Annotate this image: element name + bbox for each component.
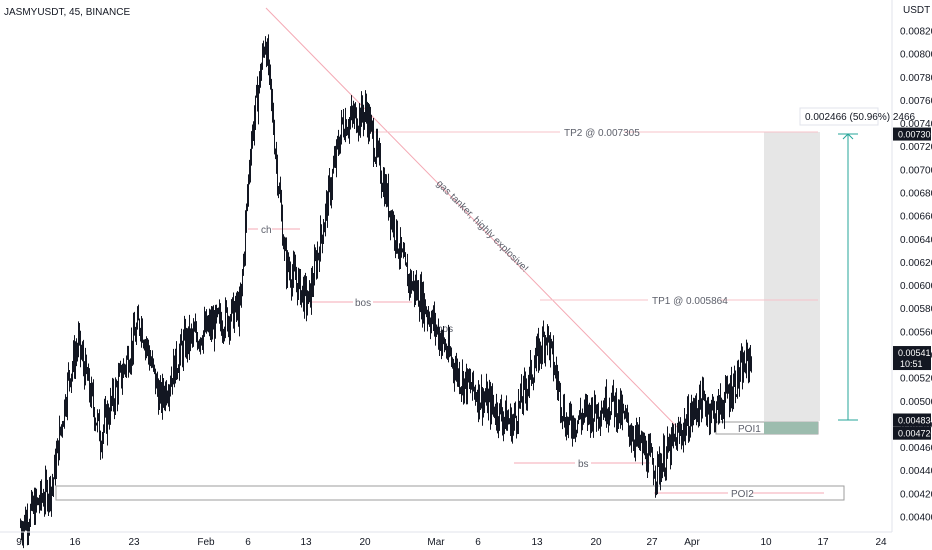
y-tick-label: 0.008200 (900, 27, 932, 38)
x-tick-label: Mar (427, 537, 445, 548)
y-tick-label: 0.007600 (900, 96, 932, 107)
candlestick-series[interactable] (20, 34, 752, 549)
price-badge-label: 0.004834 (898, 415, 932, 425)
y-tick-label: 0.006400 (900, 235, 932, 246)
poi1-stop-zone (764, 422, 818, 434)
y-tick-label: 0.005600 (900, 327, 932, 338)
x-tick-label: 6 (475, 537, 481, 548)
x-tick-label: 20 (590, 537, 602, 548)
y-tick-label: 0.007000 (900, 165, 932, 176)
y-axis: 0.0040000.0042000.0044000.0046000.004800… (891, 0, 932, 532)
bos-label: bos (355, 298, 371, 309)
descending-trendline[interactable] (265, 7, 683, 433)
x-tick-label: 17 (817, 537, 829, 548)
y-tick-label: 0.004600 (900, 443, 932, 454)
price-badge (893, 426, 931, 440)
plot-area[interactable] (0, 0, 892, 532)
x-tick-label: 13 (300, 537, 312, 548)
target-zone (764, 132, 820, 421)
bos-label-bg (353, 296, 373, 309)
y-tick-label: 0.004400 (900, 466, 932, 477)
poi2-label: POI2 (731, 489, 754, 500)
x-tick-label: 24 (875, 537, 887, 548)
y-tick-label: 0.006000 (900, 281, 932, 292)
bs-label: bs (578, 459, 589, 470)
x-axis: 9 16 23 Feb 6 13 20 Mar 6 13 20 27 Apr 10 17 24 (0, 531, 892, 548)
x-tick-label: 13 (531, 537, 543, 548)
x-tick-label: Feb (197, 537, 215, 548)
y-tick-label: 0.005200 (900, 374, 932, 385)
bos-label-2: bos (437, 324, 453, 335)
price-badge (893, 127, 931, 141)
y-tick-label: 0.007800 (900, 73, 932, 84)
y-tick-label: 0.004200 (900, 489, 932, 500)
current-price-badge (893, 346, 931, 371)
poi2-box[interactable] (55, 485, 845, 501)
y-tick-label: 0.007200 (900, 142, 932, 153)
x-tick-label: 10 (760, 537, 772, 548)
poi2-label-bg (728, 487, 752, 499)
y-tick-label: 0.005800 (900, 304, 932, 315)
y-tick-label: 0.006600 (900, 212, 932, 223)
ch-label: ch (261, 225, 272, 236)
measure-label-box (799, 107, 879, 126)
countdown-label: 10:51 (900, 359, 923, 369)
tp2-label-bg (560, 125, 624, 139)
price-badge-label: 0.004720 (898, 429, 932, 439)
x-tick-label: 23 (128, 537, 140, 548)
tp2-label: TP2 @ 0.007305 (564, 128, 640, 139)
price-badge-label: 0.007305 (898, 130, 932, 140)
tp1-label: TP1 @ 0.005864 (652, 296, 728, 307)
measure-label: 0.002466 (50.96%) 2466 (805, 112, 916, 123)
tp1-label-bg (648, 293, 720, 307)
y-tick-label: 0.005000 (900, 397, 932, 408)
measure-arrow-head (842, 133, 854, 140)
y-tick-label: 0.006800 (900, 189, 932, 200)
poi1-label: POI1 (738, 424, 761, 435)
price-badge (893, 413, 931, 427)
current-price-label: 0.005417 (898, 348, 932, 358)
x-tick-label: Apr (684, 537, 700, 548)
y-tick-label: 0.008000 (900, 50, 932, 61)
x-tick-label: 20 (359, 537, 371, 548)
y-tick-label: 0.006200 (900, 258, 932, 269)
currency-label: USDT (903, 5, 930, 16)
x-tick-label: 27 (646, 537, 658, 548)
x-tick-label: 9 (16, 537, 22, 548)
bs-label-bg (575, 457, 591, 470)
x-tick-label: 6 (245, 537, 251, 548)
chart-title: JASMYUSDT, 45, BINANCE (4, 7, 130, 18)
y-tick-label: 0.007400 (900, 119, 932, 130)
ch-label-bg (258, 223, 272, 236)
y-tick-label: 0.004000 (900, 513, 932, 524)
x-tick-label: 16 (69, 537, 81, 548)
